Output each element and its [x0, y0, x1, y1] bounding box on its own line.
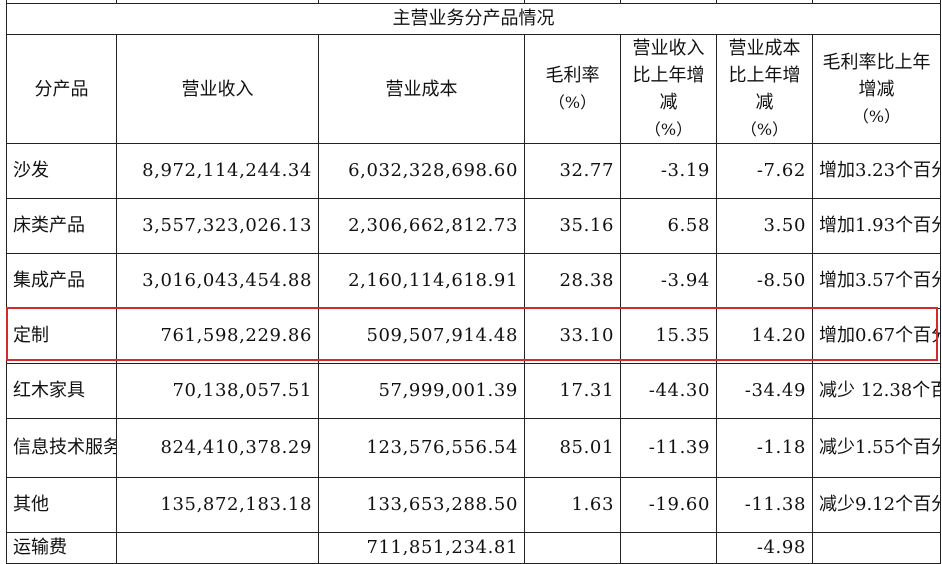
row-product: 集成产品: [6, 253, 117, 309]
header-cost-change: 营业成本比上年增减 （%）: [716, 34, 813, 144]
table-row: 沙发 8,972,114,244.34 6,032,328,698.60 32.…: [6, 143, 941, 199]
row-gross-margin: 35.16: [524, 198, 621, 254]
header-margin-change: 毛利率比上年增减 （%）: [812, 34, 941, 144]
header-gross-margin-unit: （%）: [548, 93, 597, 112]
header-revenue-label: 营业收入: [181, 78, 254, 100]
header-product: 分产品: [6, 34, 117, 144]
row-revenue: 70,138,057.51: [116, 363, 319, 419]
product-revenue-table: 主营业务分产品情况 分产品 营业收入 营业成本 毛利率 （%） 营业收入比上年增…: [6, 0, 941, 564]
table-title: 主营业务分产品情况: [6, 3, 941, 35]
row-cost-change: -34.49: [716, 363, 813, 419]
row-cost-change: -4.98: [716, 532, 813, 564]
row-cost: 2,306,662,812.73: [318, 198, 525, 254]
row-revenue: 135,872,183.18: [116, 477, 319, 533]
row-margin-change: 增加0.67个百分点: [812, 308, 941, 364]
row-product: 定制: [6, 308, 117, 364]
row-product: 床类产品: [6, 198, 117, 254]
header-gross-margin: 毛利率 （%）: [524, 34, 621, 144]
header-revenue-change: 营业收入比上年增减 （%）: [620, 34, 717, 144]
header-cost-label: 营业成本: [385, 78, 458, 100]
header-gross-margin-label: 毛利率: [545, 65, 600, 86]
row-margin-change: 减少9.12个百分点: [812, 477, 941, 533]
header-cost-change-label: 营业成本比上年增减: [728, 38, 801, 113]
row-gross-margin: 32.77: [524, 143, 621, 199]
row-product: 红木家具: [6, 363, 117, 419]
row-cost: 57,999,001.39: [318, 363, 525, 419]
row-cost-change: -11.38: [716, 477, 813, 533]
row-revenue: 761,598,229.86: [116, 308, 319, 364]
header-product-label: 分产品: [34, 78, 89, 100]
table-row-highlighted: 定制 761,598,229.86 509,507,914.48 33.10 1…: [6, 308, 941, 364]
row-revenue: 824,410,378.29: [116, 418, 319, 478]
header-revenue-change-unit: （%）: [644, 120, 693, 139]
row-cost: 123,576,556.54: [318, 418, 525, 478]
row-revenue: 8,972,114,244.34: [116, 143, 319, 199]
row-margin-change: [812, 532, 941, 564]
header-revenue-change-label: 营业收入比上年增减: [632, 38, 705, 113]
row-gross-margin: 1.63: [524, 477, 621, 533]
row-revenue: 3,016,043,454.88: [116, 253, 319, 309]
row-cost: 2,160,114,618.91: [318, 253, 525, 309]
row-revenue-change: 6.58: [620, 198, 717, 254]
row-revenue: [116, 532, 319, 564]
row-cost: 133,653,288.50: [318, 477, 525, 533]
table-row: 床类产品 3,557,323,026.13 2,306,662,812.73 3…: [6, 198, 941, 254]
row-margin-change: 增加1.93个百分点: [812, 198, 941, 254]
row-revenue-change: -44.30: [620, 363, 717, 419]
row-cost-change: 3.50: [716, 198, 813, 254]
row-cost-change: -7.62: [716, 143, 813, 199]
row-gross-margin: 85.01: [524, 418, 621, 478]
row-revenue-change: -11.39: [620, 418, 717, 478]
table-row: 集成产品 3,016,043,454.88 2,160,114,618.91 2…: [6, 253, 941, 309]
header-row: 分产品 营业收入 营业成本 毛利率 （%） 营业收入比上年增减 （%） 营业成本…: [6, 34, 941, 144]
row-margin-change: 增加3.23个百分点: [812, 143, 941, 199]
row-gross-margin: 33.10: [524, 308, 621, 364]
row-product: 沙发: [6, 143, 117, 199]
row-revenue: 3,557,323,026.13: [116, 198, 319, 254]
table-row: 运输费 711,851,234.81 -4.98: [6, 532, 941, 564]
row-revenue-change: 15.35: [620, 308, 717, 364]
row-cost-change: -8.50: [716, 253, 813, 309]
row-cost: 509,507,914.48: [318, 308, 525, 364]
row-cost-change: 14.20: [716, 308, 813, 364]
row-revenue-change: [620, 532, 717, 564]
row-cost-change: -1.18: [716, 418, 813, 478]
row-product: 信息技术服务: [6, 418, 117, 478]
table-title-row: 主营业务分产品情况: [6, 3, 941, 35]
table-row: 红木家具 70,138,057.51 57,999,001.39 17.31 -…: [6, 363, 941, 419]
table-row: 信息技术服务 824,410,378.29 123,576,556.54 85.…: [6, 418, 941, 478]
header-margin-change-label: 毛利率比上年增减: [822, 51, 931, 100]
row-revenue-change: -3.94: [620, 253, 717, 309]
row-margin-change: 减少1.55个百分点: [812, 418, 941, 478]
row-gross-margin: 17.31: [524, 363, 621, 419]
row-cost: 711,851,234.81: [318, 532, 525, 564]
row-margin-change: 减少 12.38个百分点: [812, 363, 941, 419]
row-cost: 6,032,328,698.60: [318, 143, 525, 199]
row-gross-margin: 28.38: [524, 253, 621, 309]
header-cost-change-unit: （%）: [740, 120, 789, 139]
row-revenue-change: -3.19: [620, 143, 717, 199]
row-gross-margin: [524, 532, 621, 564]
row-revenue-change: -19.60: [620, 477, 717, 533]
table-row: 其他 135,872,183.18 133,653,288.50 1.63 -1…: [6, 477, 941, 533]
header-cost: 营业成本: [318, 34, 525, 144]
header-revenue: 营业收入: [116, 34, 319, 144]
row-product: 其他: [6, 477, 117, 533]
row-product: 运输费: [6, 532, 117, 564]
row-margin-change: 增加3.57个百分点: [812, 253, 941, 309]
header-margin-change-unit: （%）: [852, 106, 901, 126]
